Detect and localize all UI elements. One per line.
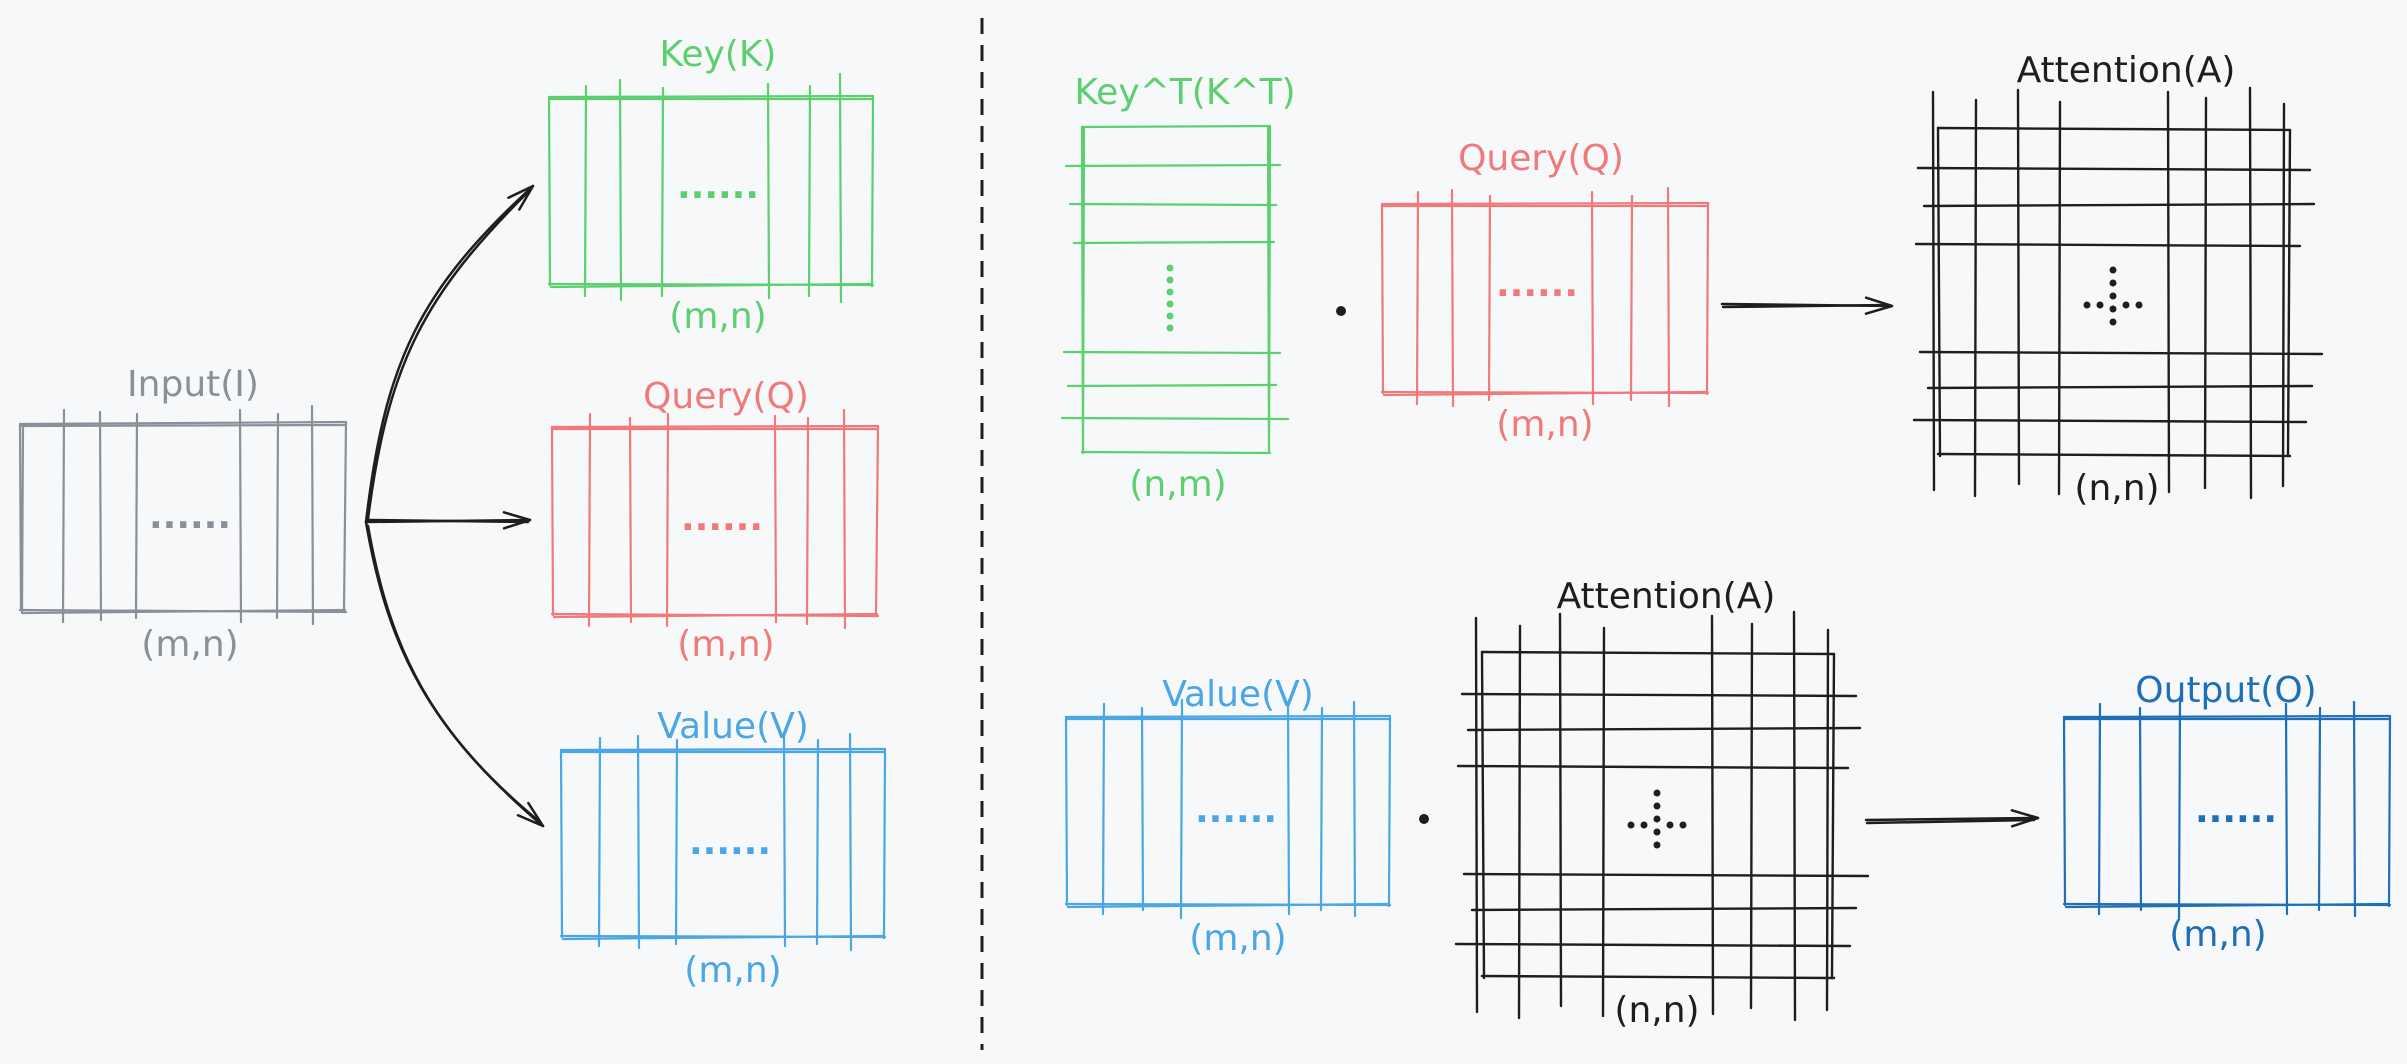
value-right-shape: (m,n): [1189, 918, 1286, 959]
key-matrix: [547, 72, 875, 304]
query-right-shape: (m,n): [1496, 404, 1593, 445]
value-left-title: Value(V): [657, 706, 809, 747]
attention-matrix-top: [1912, 86, 2324, 500]
value-left-shape: (m,n): [684, 950, 781, 991]
value-matrix-left: [559, 732, 887, 952]
query-matrix-left: [550, 408, 880, 630]
value-right-title: Value(V): [1162, 674, 1314, 715]
value-left-ellipsis: ......: [689, 822, 771, 863]
input-shape: (m,n): [141, 624, 238, 665]
query-right-title: Query(Q): [1458, 138, 1624, 179]
query-left-title: Query(Q): [643, 376, 809, 417]
key-title: Key(K): [660, 34, 777, 75]
output-shape: (m,n): [2169, 914, 2266, 955]
output-title: Output(O): [2135, 670, 2316, 711]
attention-top-cross-dots: [2083, 266, 2143, 326]
key-transpose-vertical-ellipsis: [1166, 264, 1174, 332]
attention-bottom-shape: (n,n): [1614, 990, 1699, 1031]
query-right-ellipsis: ......: [1496, 264, 1578, 305]
input-arrows: [364, 184, 545, 828]
output-ellipsis: ......: [2195, 790, 2277, 831]
attention-bottom-cross-dots: [1627, 789, 1687, 849]
key-transpose-title: Key^T(K^T): [1074, 72, 1295, 113]
input-title: Input(I): [127, 364, 259, 405]
query-matrix-right: [1380, 186, 1710, 408]
value-matrix-right: [1064, 698, 1392, 920]
value-right-ellipsis: ......: [1195, 790, 1277, 831]
arrow-to-attention-top: [1720, 296, 1894, 315]
multiply-dot-top: [1336, 306, 1346, 316]
attention-matrix-bottom: [1454, 610, 1870, 1022]
key-ellipsis: ......: [677, 166, 759, 207]
key-transpose-shape: (n,m): [1129, 464, 1226, 505]
attention-top-title: Attention(A): [2017, 50, 2236, 91]
input-matrix: [18, 404, 348, 626]
attention-top-shape: (n,n): [2074, 468, 2159, 509]
query-left-ellipsis: ......: [681, 498, 763, 539]
key-shape: (m,n): [669, 296, 766, 337]
query-left-shape: (m,n): [677, 624, 774, 665]
multiply-dot-bottom: [1419, 814, 1429, 824]
key-transpose-matrix: [1060, 124, 1290, 455]
attention-bottom-title: Attention(A): [1557, 576, 1776, 617]
output-matrix: [2062, 698, 2392, 920]
arrow-to-output: [1864, 809, 2040, 828]
input-ellipsis: ......: [149, 496, 231, 537]
